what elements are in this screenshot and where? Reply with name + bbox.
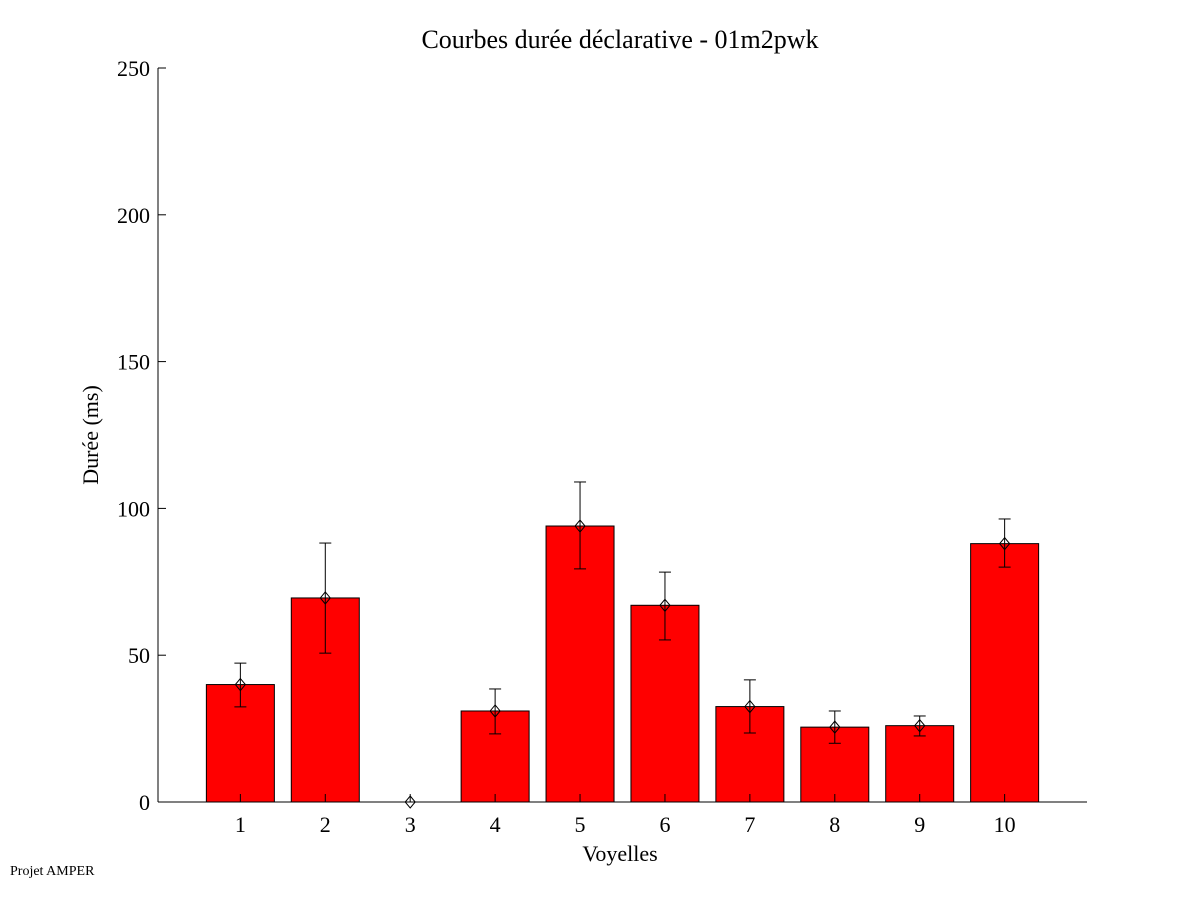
y-axis-label: Durée (ms): [78, 385, 103, 485]
x-tick-label: 5: [575, 812, 586, 837]
mean-marker: [659, 598, 671, 613]
x-tick-label: 10: [994, 812, 1016, 837]
x-tick-label: 3: [405, 812, 416, 837]
y-tick-label: 250: [117, 56, 150, 81]
mean-marker: [489, 704, 501, 718]
mean-marker: [744, 699, 756, 714]
y-tick-label: 50: [128, 643, 150, 668]
bar: [970, 543, 1040, 803]
footer-credit: Projet AMPER: [10, 864, 95, 879]
y-tick-label: 100: [117, 496, 150, 521]
x-tick-label: 8: [829, 812, 840, 837]
x-tick-label: 9: [914, 812, 925, 837]
chart-title: Courbes durée déclarative - 01m2pwk: [421, 25, 818, 54]
mean-marker: [319, 591, 331, 605]
mean-marker: [998, 536, 1011, 551]
x-tick-label: 4: [490, 812, 501, 837]
mean-marker: [574, 519, 586, 533]
y-tick-label: 200: [117, 203, 150, 228]
mean-marker: [404, 795, 416, 809]
x-tick-label: 7: [744, 812, 755, 837]
x-tick-label: 1: [235, 812, 246, 837]
mean-marker: [914, 718, 926, 733]
mean-marker: [829, 720, 841, 734]
x-tick-label: 6: [659, 812, 670, 837]
bar: [885, 725, 955, 803]
y-tick-label: 0: [139, 790, 150, 815]
y-tick-label: 150: [117, 350, 150, 375]
x-axis-label: Voyelles: [582, 841, 657, 866]
mean-marker: [234, 677, 247, 692]
x-tick-label: 2: [320, 812, 331, 837]
